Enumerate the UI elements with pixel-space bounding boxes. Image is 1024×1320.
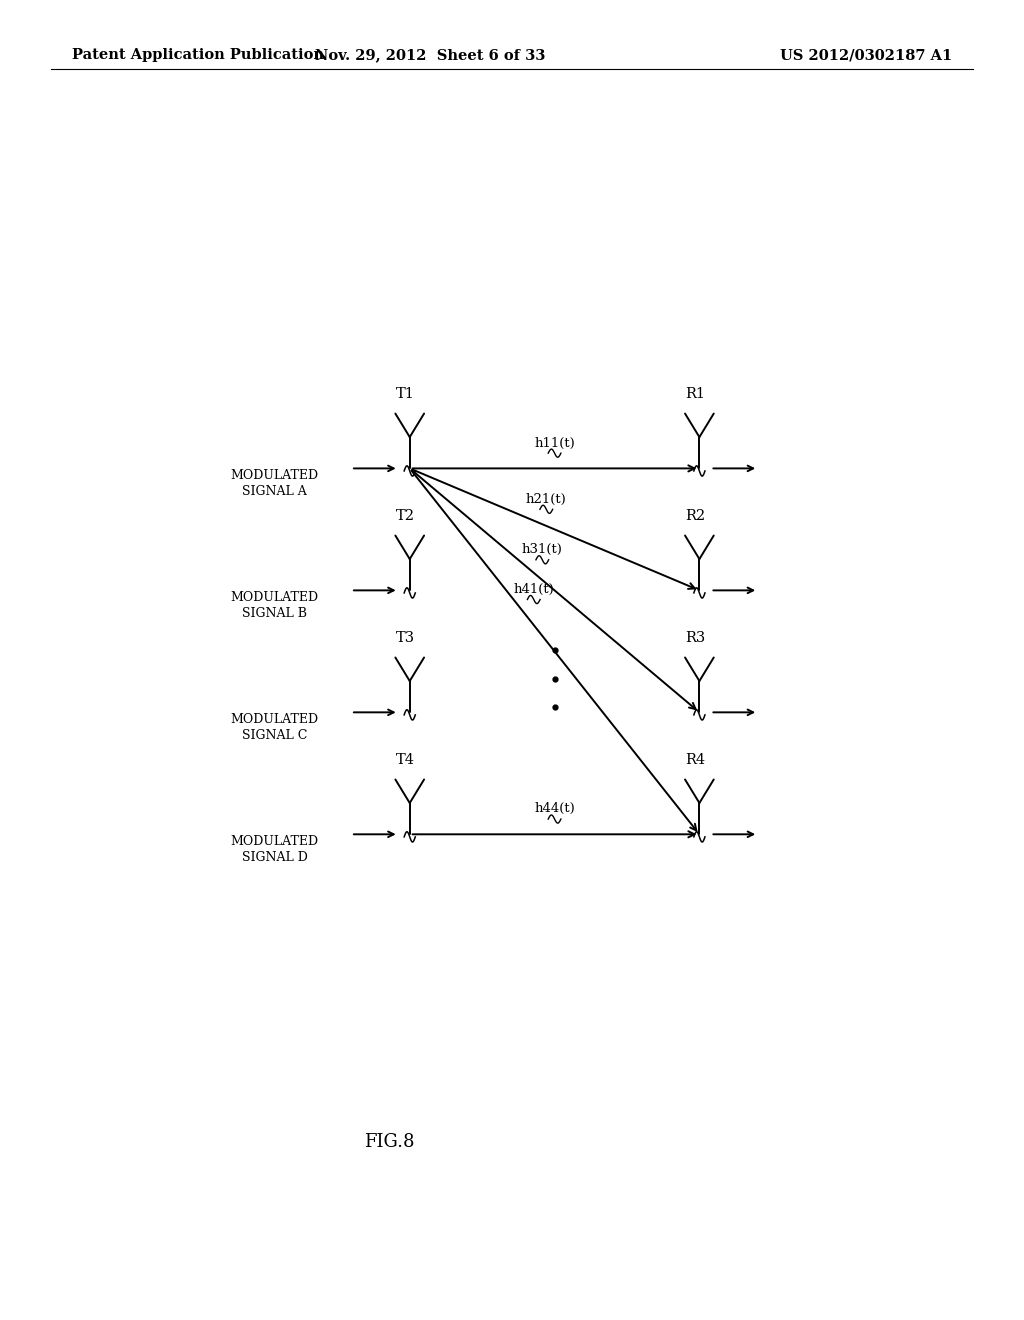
Text: US 2012/0302187 A1: US 2012/0302187 A1 xyxy=(780,49,952,62)
Text: T1: T1 xyxy=(396,387,415,401)
Text: MODULATED
SIGNAL A: MODULATED SIGNAL A xyxy=(230,469,318,498)
Text: R2: R2 xyxy=(685,510,706,523)
Text: R4: R4 xyxy=(685,754,706,767)
Text: R3: R3 xyxy=(685,631,706,645)
Text: T4: T4 xyxy=(396,754,416,767)
Text: MODULATED
SIGNAL C: MODULATED SIGNAL C xyxy=(230,713,318,742)
Text: Nov. 29, 2012  Sheet 6 of 33: Nov. 29, 2012 Sheet 6 of 33 xyxy=(315,49,545,62)
Text: h44(t): h44(t) xyxy=(535,803,574,816)
Text: h11(t): h11(t) xyxy=(535,437,574,450)
Text: h41(t): h41(t) xyxy=(513,583,554,595)
Text: h31(t): h31(t) xyxy=(522,543,563,556)
Text: MODULATED
SIGNAL B: MODULATED SIGNAL B xyxy=(230,591,318,620)
Text: h21(t): h21(t) xyxy=(526,492,566,506)
Text: FIG.8: FIG.8 xyxy=(364,1133,415,1151)
Text: Patent Application Publication: Patent Application Publication xyxy=(72,49,324,62)
Text: T3: T3 xyxy=(396,631,416,645)
Text: MODULATED
SIGNAL D: MODULATED SIGNAL D xyxy=(230,836,318,865)
Text: R1: R1 xyxy=(685,387,706,401)
Text: T2: T2 xyxy=(396,510,416,523)
